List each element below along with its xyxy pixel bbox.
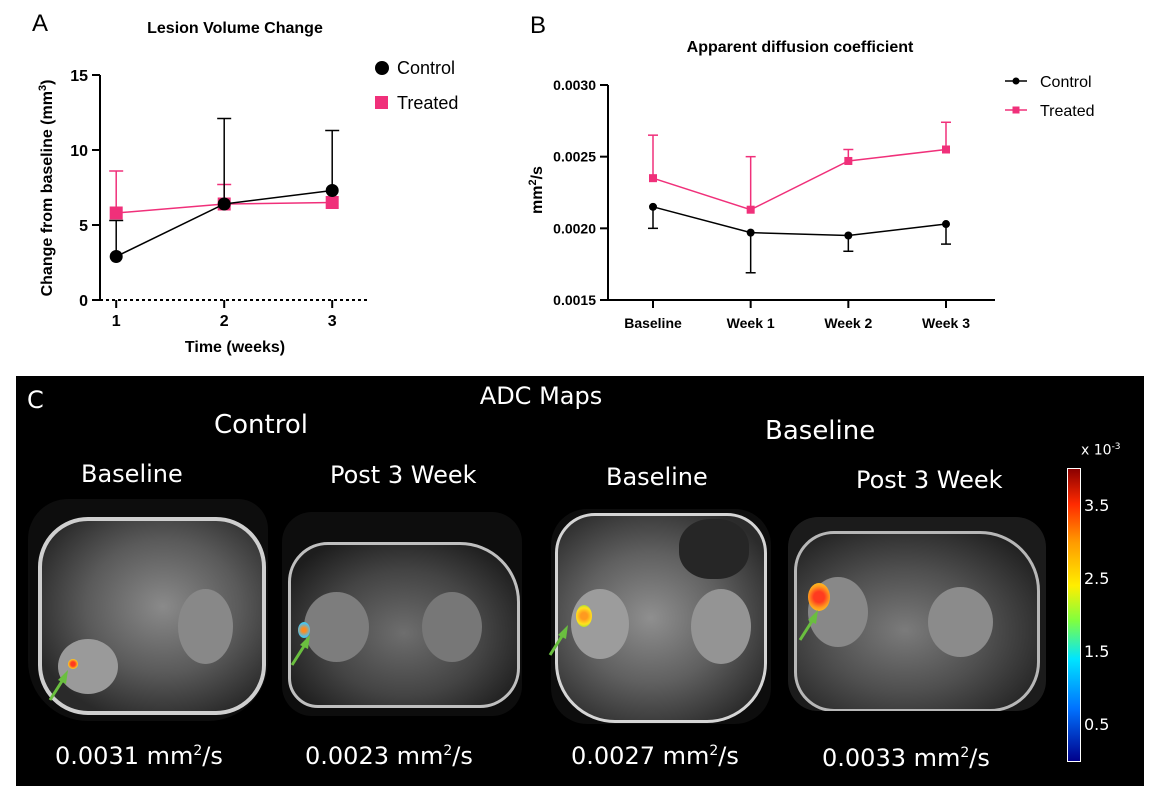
legend-control-marker	[375, 61, 389, 75]
image-3-adc-value: 0.0027 mm2/s	[571, 742, 739, 770]
point-control	[746, 228, 755, 237]
image-2-adc-value: 0.0023 mm2/s	[305, 742, 473, 770]
y-tick-label: 0.0030	[553, 77, 596, 93]
arrow-icon-4	[798, 610, 818, 641]
point-control	[844, 231, 853, 240]
lesion-overlay-2	[298, 622, 310, 638]
y-tick-label: 0	[79, 293, 88, 310]
y-tick-label: 5	[79, 218, 88, 235]
colorbar-tick-label: 0.5	[1084, 714, 1110, 734]
point-treated	[649, 174, 657, 183]
y-tick-label: 0.0025	[553, 149, 596, 165]
chart-a-axes: 0 5 10 15 1 2 3	[70, 68, 370, 330]
image-1-adc-value: 0.0031 mm2/s	[55, 742, 223, 770]
point-treated	[746, 205, 755, 214]
point-control	[942, 220, 950, 229]
legend-b-control-marker	[1012, 77, 1020, 85]
arrow-icon-2	[290, 635, 310, 666]
panel-label-a: A	[32, 10, 49, 37]
adc-panel: C ADC Maps Control Baseline Baseline Pos…	[16, 376, 1144, 786]
chart-a-marks	[109, 117, 340, 263]
colorbar-tick-label: 3.5	[1084, 495, 1110, 515]
point-control	[109, 250, 123, 263]
group-label-baseline: Baseline	[765, 416, 876, 446]
arrow-icon-3	[548, 625, 568, 656]
x-tick-label: 3	[328, 313, 337, 330]
y-tick-label: 0.0015	[553, 292, 596, 308]
point-control	[649, 202, 657, 211]
image-4-adc-value: 0.0033 mm2/s	[822, 744, 990, 772]
image-1-label: Baseline	[81, 460, 183, 488]
arrow-icon-1	[48, 670, 68, 701]
chart-b-ylabel: mm2/s	[527, 166, 546, 214]
image-2-label: Post 3 Week	[330, 461, 477, 489]
y-tick-label: 0.0020	[553, 220, 596, 236]
chart-a-title: Lesion Volume Change	[147, 20, 323, 37]
lesion-overlay-4	[808, 583, 830, 611]
point-control	[325, 184, 339, 197]
image-4-label: Post 3 Week	[856, 466, 1003, 494]
chart-b-legend: Control Treated	[1005, 74, 1095, 120]
chart-a-legend: Control Treated	[375, 58, 458, 113]
y-tick-label: 10	[70, 143, 88, 160]
colorbar-tick-label: 2.5	[1084, 568, 1110, 588]
mri-image-control-post	[282, 512, 522, 716]
chart-b-marks	[648, 121, 951, 274]
image-3-label: Baseline	[606, 463, 708, 491]
adc-title: ADC Maps	[479, 382, 603, 410]
mri-image-control-baseline	[28, 499, 268, 721]
legend-treated-marker	[375, 96, 388, 109]
chart-b: Apparent diffusion coefficient 0.00150.0…	[527, 39, 1095, 331]
point-treated	[844, 156, 853, 165]
lesion-overlay-1	[68, 659, 78, 669]
chart-b-title: Apparent diffusion coefficient	[687, 39, 914, 56]
chart-a-ylabel: Change from baseline (mm3)	[37, 80, 56, 297]
colorbar	[1067, 468, 1081, 762]
mri-image-treated-baseline	[551, 509, 771, 724]
group-label-control: Control	[214, 410, 308, 440]
colorbar-tick-label: 1.5	[1084, 641, 1110, 661]
point-treated	[942, 145, 950, 154]
point-treated	[325, 196, 339, 209]
colorbar-exponent: x 10-3	[1081, 442, 1121, 459]
lesion-overlay-3	[576, 605, 592, 627]
chart-a-xlabel: Time (weeks)	[185, 339, 285, 356]
series-line-control	[652, 206, 947, 237]
panel-label-c: C	[27, 386, 44, 414]
x-tick-label: 2	[220, 313, 229, 330]
y-tick-label: 15	[70, 68, 88, 85]
x-tick-label: Week 1	[727, 315, 775, 331]
chart-b-axes: 0.0015 0.0020 0.0025 0.0030 Baseline Week 1 We…	[553, 77, 995, 331]
legend-control-label: Control	[397, 58, 455, 78]
series-line-treated	[652, 148, 947, 211]
legend-treated-label: Treated	[397, 93, 458, 113]
x-tick-label: Week 2	[824, 315, 872, 331]
panel-label-b: B	[530, 12, 547, 39]
legend-b-treated-marker	[1012, 106, 1020, 114]
x-tick-label: Week 3	[922, 315, 970, 331]
legend-b-control-label: Control	[1040, 74, 1092, 91]
chart-a: Lesion Volume Change 0 5 10 15 1 2 3 Time (wee…	[37, 20, 458, 356]
mri-image-treated-post	[788, 517, 1046, 711]
point-treated	[109, 206, 123, 220]
legend-b-treated-label: Treated	[1040, 103, 1095, 120]
x-tick-label: 1	[112, 313, 121, 330]
point-control	[217, 197, 231, 211]
x-tick-label: Baseline	[624, 315, 682, 331]
